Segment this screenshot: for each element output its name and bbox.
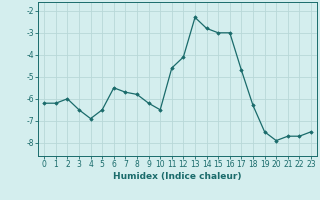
X-axis label: Humidex (Indice chaleur): Humidex (Indice chaleur) bbox=[113, 172, 242, 181]
